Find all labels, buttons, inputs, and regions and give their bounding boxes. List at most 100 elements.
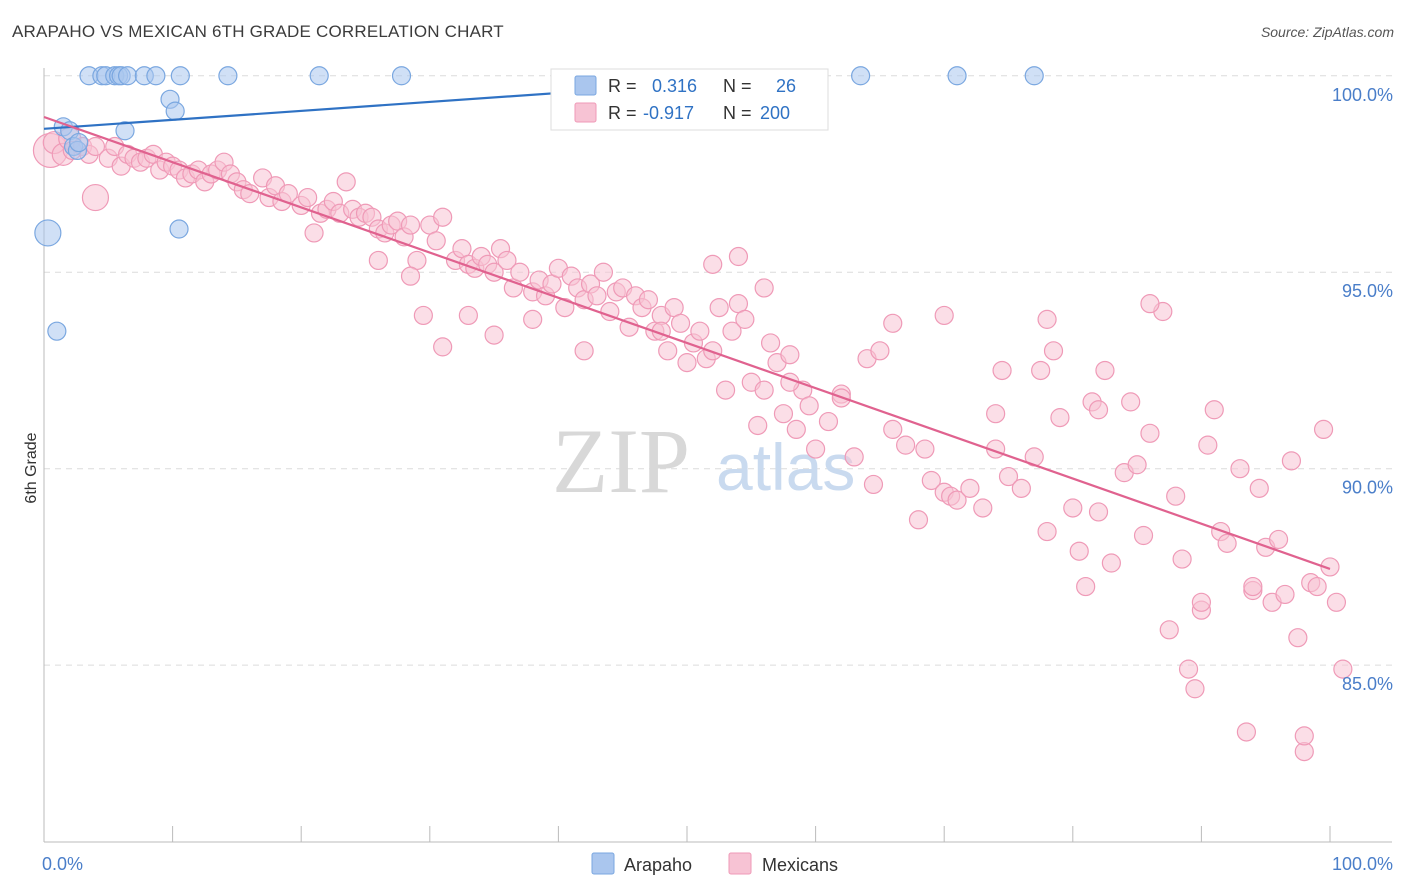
point-mexicans-149	[1127, 455, 1147, 475]
y-tick-labels: 85.0% 90.0% 95.0% 100.0%	[1332, 85, 1393, 694]
point-mexicans-125	[921, 470, 941, 491]
point-mexicans-101	[722, 321, 742, 341]
point-mexicans-155	[1172, 549, 1192, 569]
point-mexicans-110	[780, 345, 800, 365]
point-mexicans-157	[1185, 679, 1205, 699]
point-mexicans-129	[960, 478, 980, 498]
point-mexicans-109	[773, 404, 794, 424]
series-mexicans-points	[32, 127, 1353, 762]
point-arapaho-19	[170, 66, 190, 86]
point-mexicans-185	[484, 325, 504, 345]
point-mexicans-54	[400, 215, 421, 235]
point-mexicans-113	[799, 396, 819, 416]
point-mexicans-154	[1166, 486, 1186, 506]
legend-swatch-mexicans	[574, 102, 597, 123]
gridlines	[44, 75, 1392, 666]
point-mexicans-198	[1088, 400, 1109, 420]
point-mexicans-169	[1268, 529, 1289, 550]
point-mexicans-197	[1037, 309, 1057, 329]
point-mexicans-132	[992, 360, 1012, 381]
point-mexicans-176	[1313, 419, 1334, 440]
point-mexicans-156	[1178, 659, 1199, 679]
stat-n-value-arapaho: 26	[776, 76, 796, 96]
point-mexicans-128	[947, 490, 967, 510]
point-mexicans-88	[638, 290, 659, 310]
chart-title: ARAPAHO VS MEXICAN 6TH GRADE CORRELATION…	[12, 22, 504, 41]
point-mexicans-119	[863, 474, 884, 495]
stats-legend: R = 0.316 N = 26 R = -0.917 N = 200	[550, 68, 829, 131]
y-tick-label-2: 95.0%	[1342, 281, 1393, 301]
watermark-zip: ZIP	[552, 410, 690, 512]
point-mexicans-115	[818, 411, 839, 432]
bottom-legend-label-mexicans: Mexicans	[762, 855, 838, 875]
point-arapaho-22	[309, 66, 329, 86]
bottom-legend-label-arapaho: Arapaho	[624, 855, 692, 875]
legend-swatch-arapaho	[574, 75, 597, 96]
point-mexicans-153	[1159, 620, 1179, 640]
point-mexicans-202	[1294, 726, 1314, 746]
point-mexicans-175	[1307, 576, 1327, 597]
point-arapaho-13	[117, 66, 138, 86]
point-mexicans-122	[896, 435, 916, 455]
point-mexicans-163	[1230, 459, 1250, 479]
point-mexicans-178	[1326, 592, 1347, 612]
point-mexicans-160	[1204, 400, 1224, 420]
point-mexicans-189	[703, 254, 723, 274]
bottom-legend-swatch-arapaho	[591, 852, 615, 875]
point-mexicans-114	[805, 439, 826, 459]
point-mexicans-67	[497, 250, 517, 271]
point-mexicans-196	[986, 404, 1006, 424]
point-mexicans-170	[1275, 584, 1295, 605]
point-mexicans-199	[1140, 294, 1160, 314]
point-mexicans-111	[786, 419, 806, 440]
point-mexicans-120	[870, 341, 890, 361]
point-mexicans-123	[908, 510, 929, 530]
point-mexicans-184	[458, 305, 478, 326]
point-mexicans-142	[1076, 576, 1096, 597]
stat-r-label-mexicans: R =	[608, 103, 637, 123]
point-mexicans-140	[1063, 498, 1083, 518]
point-mexicans-91	[658, 341, 678, 361]
y-tick-label-3: 100.0%	[1332, 85, 1393, 105]
bottom-legend: Arapaho Mexicans	[591, 852, 838, 875]
point-mexicans-141	[1069, 541, 1089, 561]
point-mexicans-106	[754, 380, 774, 400]
point-mexicans-94	[677, 353, 697, 373]
point-mexicans-194	[883, 313, 903, 333]
point-mexicans-151	[1140, 423, 1160, 443]
point-arapaho-26	[1024, 66, 1044, 86]
point-mexicans-145	[1095, 360, 1115, 381]
point-arapaho-20	[169, 219, 189, 239]
point-mexicans-139	[1050, 408, 1070, 428]
point-arapaho-16	[146, 66, 166, 86]
point-mexicans-201	[1243, 576, 1263, 597]
point-mexicans-44	[336, 172, 356, 192]
point-mexicans-81	[593, 262, 614, 282]
stat-n-label-mexicans: N =	[723, 103, 752, 123]
point-mexicans-180	[368, 250, 388, 271]
x-tick-label-1: 100.0%	[1332, 854, 1393, 874]
x-tick-labels: 0.0% 100.0%	[42, 854, 1393, 874]
point-arapaho-25	[947, 66, 967, 86]
point-mexicans-58	[433, 207, 453, 227]
point-mexicans-99	[709, 297, 729, 318]
point-mexicans-75	[555, 297, 575, 318]
stat-r-value-mexicans: -0.917	[643, 103, 694, 123]
point-mexicans-191	[754, 278, 774, 298]
source-credit: Source: ZipAtlas.com	[1260, 24, 1394, 40]
point-arapaho-0	[34, 219, 62, 247]
stats-legend-box	[550, 68, 829, 131]
point-mexicans-172	[1288, 628, 1308, 648]
series-arapaho-points	[34, 66, 1044, 341]
point-mexicans-162	[1217, 533, 1237, 553]
point-arapaho-14	[115, 121, 135, 141]
point-mexicans-38	[298, 187, 318, 208]
point-arapaho-1	[47, 321, 67, 341]
point-mexicans-166	[1249, 478, 1269, 498]
point-mexicans-10	[81, 183, 110, 212]
stat-r-label-arapaho: R =	[608, 76, 637, 96]
point-mexicans-134	[1011, 478, 1031, 498]
point-mexicans-182	[413, 305, 433, 326]
y-tick-label-1: 90.0%	[1342, 478, 1393, 498]
